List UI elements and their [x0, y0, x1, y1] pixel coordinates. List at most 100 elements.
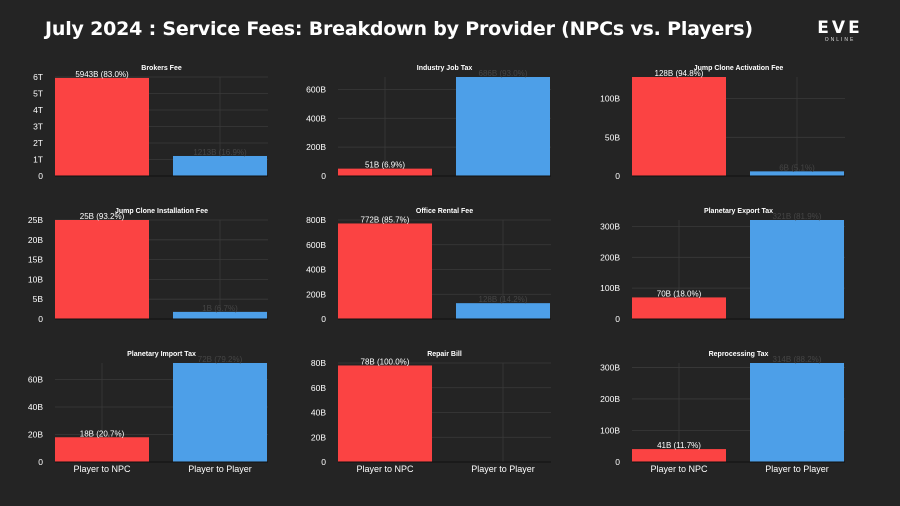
y-tick-label: 300B: [600, 221, 620, 231]
x-tick-label: Player to NPC: [356, 464, 414, 474]
bar-data-label: 314B (88.2%): [773, 355, 822, 364]
bar-data-label: 18B (20.7%): [80, 429, 125, 438]
y-tick-label: 4T: [33, 105, 43, 115]
y-tick-label: 400B: [306, 113, 326, 123]
y-tick-label: 0: [38, 457, 43, 467]
bar-player-to-npc: [55, 437, 149, 462]
chart-panel: Planetary Export Tax 0 100B 200B 300B 70B (18…: [600, 208, 845, 324]
y-tick-label: 6T: [33, 72, 43, 82]
logo-mark: EVE: [817, 18, 863, 38]
y-tick-label: 100B: [600, 94, 620, 104]
bar-data-label: 128B (14.2%): [479, 295, 528, 304]
chart-panel: Brokers Fee 0 1T 2T 3T 4T 5T 6T 5943B (83.0%) 121…: [33, 65, 268, 181]
bar-player-to-player: [173, 155, 267, 176]
chart-panel: Industry Job Tax 0 200B 400B 600B 51B (6.9%) 6…: [306, 65, 551, 181]
chart-panel: Jump Clone Activation Fee 0 50B 100B 128B (9…: [600, 65, 845, 181]
bar-data-label: 128B (94.8%): [655, 69, 704, 78]
x-tick-label: Player to Player: [188, 464, 252, 474]
y-tick-label: 0: [321, 457, 326, 467]
y-tick-label: 300B: [600, 362, 620, 372]
bar-player-to-npc: [632, 77, 726, 176]
y-tick-label: 5B: [33, 294, 44, 304]
y-tick-label: 0: [321, 171, 326, 181]
chart-title: Jump Clone Activation Fee: [694, 65, 784, 72]
bar-data-label: 5943B (83.0%): [75, 70, 129, 79]
y-tick-label: 40B: [28, 402, 43, 412]
bar-player-to-player: [456, 77, 550, 176]
logo-subtitle: ONLINE: [824, 37, 856, 43]
chart-panel: Reprocessing Tax 0 100B 200B 300B 41B (11.7%)…: [600, 351, 845, 474]
chart-panel: Jump Clone Installation Fee 0 5B 10B 15B 20B 2…: [28, 208, 268, 324]
y-tick-label: 2T: [33, 138, 43, 148]
bar-data-label: 686B (93.0%): [479, 69, 528, 78]
bar-data-label: 51B (6.9%): [365, 161, 405, 170]
bar-data-label: 70B (18.0%): [657, 289, 702, 298]
y-tick-label: 0: [615, 171, 620, 181]
x-tick-label: Player to NPC: [73, 464, 131, 474]
bar-player-to-npc: [55, 220, 149, 319]
y-tick-label: 50B: [605, 132, 620, 142]
y-tick-label: 40B: [311, 408, 326, 418]
y-tick-label: 25B: [28, 215, 43, 225]
chart-title: Office Rental Fee: [416, 208, 473, 215]
y-tick-label: 5T: [33, 89, 43, 99]
y-tick-label: 800B: [306, 215, 326, 225]
eve-online-logo: EVE ONLINE: [812, 20, 868, 46]
y-tick-label: 15B: [28, 255, 43, 265]
chart-title: Planetary Import Tax: [127, 351, 196, 358]
chart-title: Jump Clone Installation Fee: [115, 208, 208, 215]
y-tick-label: 20B: [28, 235, 43, 245]
page-title: July 2024 : Service Fees: Breakdown by P…: [45, 18, 753, 40]
y-tick-label: 3T: [33, 122, 43, 132]
bar-player-to-npc: [338, 223, 432, 319]
bar-data-label: 321B (81.9%): [773, 212, 822, 221]
chart-title: Industry Job Tax: [417, 65, 473, 72]
bar-player-to-npc: [632, 297, 726, 319]
y-tick-label: 0: [615, 457, 620, 467]
bar-player-to-npc: [632, 449, 726, 462]
y-tick-label: 0: [615, 314, 620, 324]
bar-data-label: 78B (100.0%): [361, 357, 410, 366]
bar-player-to-player: [173, 311, 267, 319]
bar-player-to-player: [173, 363, 267, 462]
bar-data-label: 1B (6.7%): [202, 304, 238, 313]
y-tick-label: 20B: [311, 432, 326, 442]
chart-panel: Repair Bill 0 20B 40B 60B 80B 78B (100.0%) Play…: [311, 351, 551, 474]
y-tick-label: 0: [38, 314, 43, 324]
y-tick-label: 100B: [600, 283, 620, 293]
chart-panel: Office Rental Fee 0 200B 400B 600B 800B 772B (…: [306, 208, 551, 324]
bar-data-label: 6B (5.1%): [779, 163, 815, 172]
y-tick-label: 0: [321, 314, 326, 324]
y-tick-label: 400B: [306, 265, 326, 275]
y-tick-label: 0: [38, 171, 43, 181]
bar-player-to-npc: [338, 365, 432, 462]
y-tick-label: 600B: [306, 240, 326, 250]
chart-title: Brokers Fee: [141, 65, 182, 72]
chart-panel: Planetary Import Tax 0 20B 40B 60B 18B (20.7%…: [28, 351, 268, 474]
y-tick-label: 200B: [600, 394, 620, 404]
y-tick-label: 10B: [28, 274, 43, 284]
bar-player-to-player: [456, 303, 550, 319]
bar-player-to-player: [750, 171, 844, 176]
y-tick-label: 200B: [600, 252, 620, 262]
y-tick-label: 80B: [311, 358, 326, 368]
y-tick-label: 600B: [306, 84, 326, 94]
bar-player-to-npc: [338, 168, 432, 176]
y-tick-label: 200B: [306, 289, 326, 299]
chart-title: Reprocessing Tax: [709, 351, 769, 358]
bar-data-label: 1213B (16.9%): [193, 148, 247, 157]
bar-data-label: 772B (85.7%): [361, 215, 410, 224]
y-tick-label: 1T: [33, 155, 43, 165]
chart-title: Repair Bill: [427, 351, 462, 358]
bar-data-label: 25B (93.2%): [80, 212, 125, 221]
y-tick-label: 200B: [306, 142, 326, 152]
bar-player-to-player: [750, 220, 844, 319]
x-tick-label: Player to Player: [471, 464, 535, 474]
x-tick-label: Player to NPC: [650, 464, 708, 474]
chart-title: Planetary Export Tax: [704, 208, 773, 215]
bar-player-to-player: [750, 363, 844, 462]
bar-data-label: 72B (79.2%): [198, 355, 243, 364]
bar-player-to-npc: [55, 77, 149, 176]
y-tick-label: 100B: [600, 425, 620, 435]
